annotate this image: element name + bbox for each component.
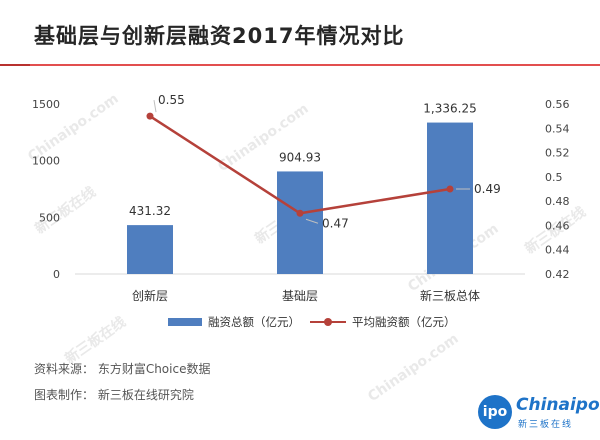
y-right-tick-label: 0.48	[545, 195, 570, 208]
line-label-leader	[305, 218, 319, 224]
y-right-tick-label: 0.52	[545, 147, 570, 160]
combo-chart: 0 500 1000 1500 0.42 0.44 0.46 0.48 0.5 0.52 0.54 0…	[32, 93, 570, 303]
line-point	[146, 112, 154, 120]
legend-line-swatch	[310, 318, 346, 326]
y-left-tick-label: 1500	[32, 98, 60, 111]
line-point	[296, 209, 304, 217]
chart-legend: 融资总额（亿元） 平均融资额（亿元）	[0, 314, 600, 332]
legend-line-label: 平均融资额（亿元）	[352, 315, 456, 329]
made-by-note: 图表制作： 新三板在线研究院	[34, 388, 194, 402]
source-note: 资料来源： 东方财富Choice数据	[34, 362, 211, 376]
y-right-tick-label: 0.56	[545, 98, 570, 111]
chinaipo-logo: ipo Chinaipo 新三板在线	[478, 393, 600, 433]
y-right-tick-label: 0.42	[545, 268, 570, 281]
bar-value-label: 904.93	[279, 150, 321, 164]
line-label-leader	[153, 100, 157, 113]
legend-bar-label: 融资总额（亿元）	[208, 315, 300, 329]
x-category-label: 新三板总体	[420, 288, 480, 303]
legend-item-bar: 融资总额（亿元）	[168, 314, 300, 330]
logo-name: Chinaipo	[516, 395, 600, 415]
y-left-tick-label: 1000	[32, 155, 60, 168]
bar-value-label: 431.32	[129, 204, 171, 218]
bar-value-label: 1,336.25	[423, 102, 476, 116]
line-value-label: 0.47	[322, 216, 349, 230]
watermark: Chinaipo.com	[365, 330, 462, 406]
logo-sub: 新三板在线	[518, 420, 574, 430]
bar	[427, 122, 473, 274]
y-left-tick-label: 0	[53, 268, 60, 281]
chart-title: 基础层与创新层融资2017年情况对比	[34, 24, 405, 48]
y-right-tick-label: 0.54	[545, 122, 570, 135]
legend-bar-swatch	[168, 318, 202, 326]
line-point	[446, 185, 454, 193]
legend-item-line: 平均融资额（亿元）	[310, 314, 456, 330]
line-value-label: 0.49	[474, 182, 501, 196]
title-underline	[0, 64, 600, 66]
y-right-tick-label: 0.44	[545, 244, 570, 257]
bar	[127, 225, 173, 274]
line-value-label: 0.55	[158, 93, 185, 107]
y-right-tick-label: 0.5	[545, 171, 563, 184]
x-category-label: 基础层	[282, 289, 318, 303]
y-left-tick-label: 500	[39, 211, 60, 224]
y-right-tick-label: 0.46	[545, 219, 570, 232]
logo-mark: ipo	[478, 395, 512, 429]
x-category-label: 创新层	[132, 288, 168, 303]
